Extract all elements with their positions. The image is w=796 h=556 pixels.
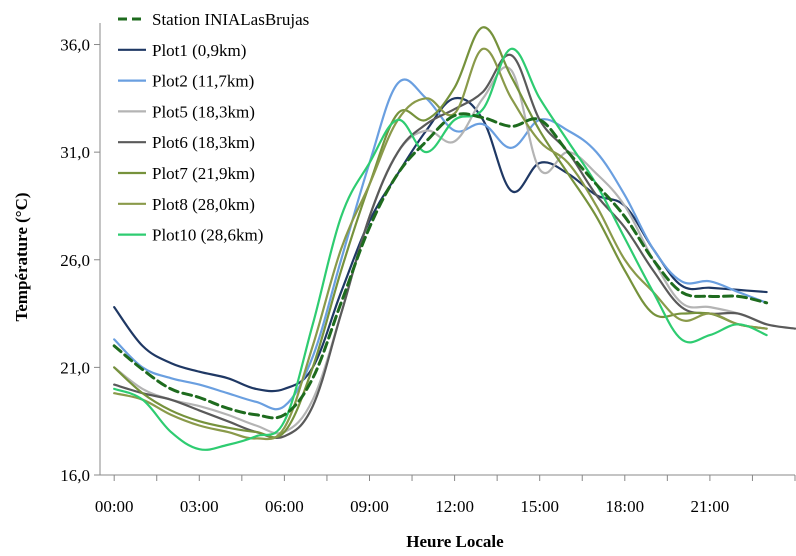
series-line-5 — [113, 53, 796, 440]
series-line-6 — [113, 26, 768, 439]
legend-label: Plot10 (28,6km) — [152, 226, 263, 245]
series-line-4 — [113, 66, 768, 435]
y-tick-label: 16,0 — [60, 466, 90, 485]
legend-label: Station INIALasBrujas — [152, 10, 309, 29]
legend-layer: Station INIALasBrujas Plot1 (0,9km) Plot2 … — [118, 10, 309, 245]
series-layer — [112, 26, 796, 451]
x-tick-label: 18:00 — [605, 497, 644, 516]
x-tick-label: 06:00 — [265, 497, 304, 516]
x-tick-label: 12:00 — [435, 497, 474, 516]
x-tick-label: 15:00 — [520, 497, 559, 516]
y-tick-label: 21,0 — [60, 358, 90, 377]
y-tick-label: 31,0 — [60, 143, 90, 162]
legend-label: Plot7 (21,9km) — [152, 164, 255, 183]
x-tick-label: 03:00 — [180, 497, 219, 516]
y-axis-title: Température (°C) — [12, 192, 31, 321]
legend-label: Plot2 (11,7km) — [152, 72, 254, 91]
series-line-1 — [112, 112, 769, 420]
y-tick-label: 36,0 — [60, 36, 90, 55]
legend-label: Plot1 (0,9km) — [152, 41, 246, 60]
x-axis-title: Heure Locale — [406, 532, 504, 551]
x-tick-label: 00:00 — [95, 497, 134, 516]
legend-label: Plot6 (18,3km) — [152, 133, 255, 152]
series-line-8 — [113, 47, 768, 451]
y-tick-label: 26,0 — [60, 251, 90, 270]
x-tick-label: 09:00 — [350, 497, 389, 516]
x-tick-label: 21:00 — [691, 497, 730, 516]
legend-label: Plot5 (18,3km) — [152, 102, 255, 121]
legend-label: Plot8 (28,0km) — [152, 195, 255, 214]
axes-layer: 16,0 21,0 26,0 31,0 36,0 00:00 03:00 06:00 09:00… — [60, 23, 796, 516]
